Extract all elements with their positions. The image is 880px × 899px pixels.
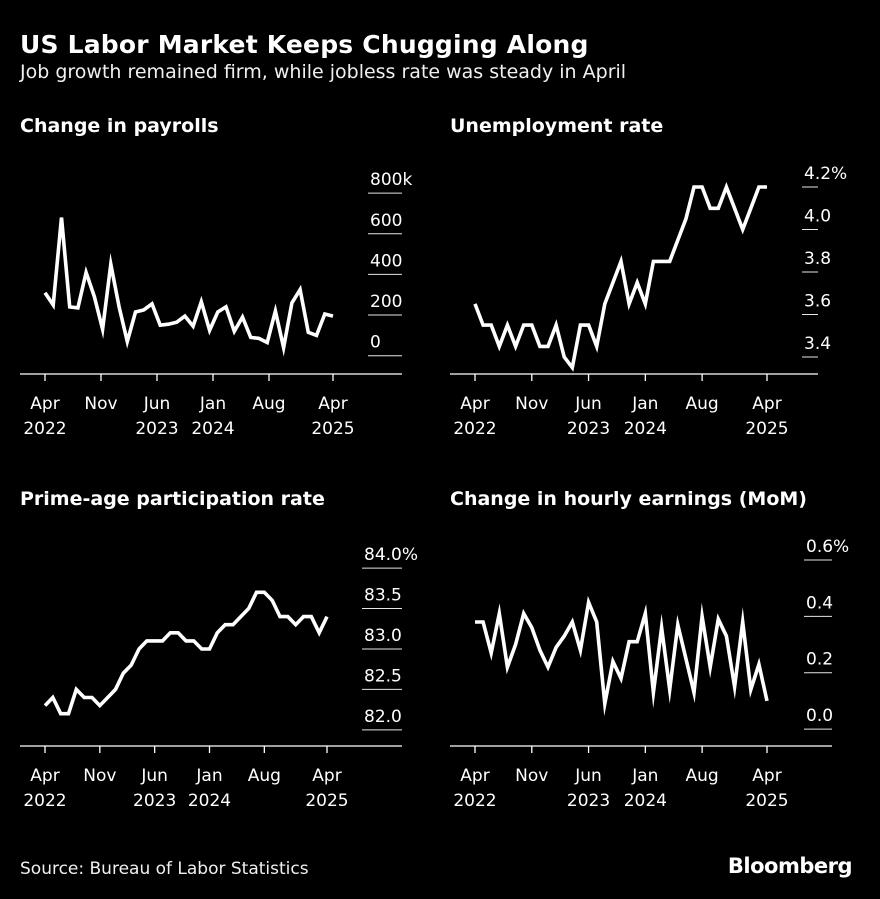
y-tick-label: 83.5 bbox=[364, 586, 402, 606]
y-tick-label: 0.2 bbox=[806, 650, 833, 670]
x-tick-label: Jun bbox=[574, 766, 602, 786]
y-tick-label: 200 bbox=[370, 292, 402, 312]
x-tick-label: Jun bbox=[143, 394, 171, 414]
y-tick-label: 4.0 bbox=[804, 207, 831, 227]
x-tick-label: Jan bbox=[631, 394, 658, 414]
x-tick-label: Apr bbox=[752, 394, 781, 414]
x-tick-label: Jun bbox=[140, 766, 168, 786]
x-tick-label: Aug bbox=[686, 394, 719, 414]
y-tick-label: 800k bbox=[370, 170, 412, 190]
series-line bbox=[473, 181, 767, 372]
panel-title-unemployment: Unemployment rate bbox=[450, 115, 664, 137]
x-tick-label: Nov bbox=[84, 394, 117, 414]
series-line bbox=[43, 217, 334, 357]
y-tick-label: 83.0 bbox=[364, 626, 402, 646]
x-tick-label: Nov bbox=[515, 766, 548, 786]
x-tick-label: Apr bbox=[460, 394, 489, 414]
x-tick-year-label: 2022 bbox=[23, 791, 66, 811]
bloomberg-logo: Bloomberg bbox=[727, 854, 853, 878]
y-tick-label: 0 bbox=[370, 333, 381, 353]
x-tick-label: Apr bbox=[318, 394, 347, 414]
x-tick-year-label: 2025 bbox=[745, 419, 788, 439]
y-tick-label: 82.5 bbox=[364, 666, 402, 686]
x-tick-year-label: 2025 bbox=[311, 419, 354, 439]
y-tick-label: 3.4 bbox=[804, 334, 831, 354]
y-tick-label: 400 bbox=[370, 251, 402, 271]
y-tick-label: 84.0% bbox=[364, 545, 418, 565]
x-tick-year-label: 2023 bbox=[567, 419, 610, 439]
x-tick-year-label: 2023 bbox=[133, 791, 176, 811]
x-tick-year-label: 2022 bbox=[453, 791, 496, 811]
x-tick-label: Jan bbox=[195, 766, 222, 786]
x-tick-year-label: 2024 bbox=[188, 791, 231, 811]
chart-subtitle: Job growth remained firm, while jobless … bbox=[20, 61, 627, 83]
x-tick-label: Aug bbox=[252, 394, 285, 414]
x-tick-label: Apr bbox=[752, 766, 781, 786]
x-tick-label: Jan bbox=[631, 766, 658, 786]
y-tick-label: 4.2% bbox=[804, 164, 847, 184]
y-tick-label: 0.0 bbox=[806, 706, 833, 726]
y-tick-label: 0.6% bbox=[806, 537, 849, 557]
chart-title: US Labor Market Keeps Chugging Along bbox=[20, 30, 589, 59]
x-tick-year-label: 2024 bbox=[624, 419, 667, 439]
x-tick-year-label: 2024 bbox=[624, 791, 667, 811]
panel-title-payrolls: Change in payrolls bbox=[20, 115, 219, 137]
y-tick-label: 0.4 bbox=[806, 593, 833, 613]
x-tick-label: Jun bbox=[574, 394, 602, 414]
panel-title-participation: Prime-age participation rate bbox=[20, 488, 325, 510]
x-tick-label: Aug bbox=[686, 766, 719, 786]
x-tick-year-label: 2025 bbox=[305, 791, 348, 811]
x-tick-year-label: 2022 bbox=[23, 419, 66, 439]
x-tick-year-label: 2023 bbox=[135, 419, 178, 439]
source-note: Source: Bureau of Labor Statistics bbox=[20, 859, 309, 879]
y-tick-label: 3.8 bbox=[804, 249, 831, 269]
y-tick-label: 3.6 bbox=[804, 292, 831, 312]
y-tick-label: 82.0 bbox=[364, 707, 402, 727]
x-tick-year-label: 2025 bbox=[745, 791, 788, 811]
y-tick-label: 600 bbox=[370, 211, 402, 231]
x-tick-label: Apr bbox=[460, 766, 489, 786]
x-tick-label: Nov bbox=[515, 394, 548, 414]
x-tick-label: Nov bbox=[83, 766, 116, 786]
x-tick-year-label: 2023 bbox=[567, 791, 610, 811]
x-tick-label: Apr bbox=[312, 766, 341, 786]
x-tick-label: Apr bbox=[30, 766, 59, 786]
x-tick-label: Jan bbox=[199, 394, 226, 414]
x-tick-year-label: 2022 bbox=[453, 419, 496, 439]
x-tick-label: Aug bbox=[248, 766, 281, 786]
series-line bbox=[475, 595, 769, 717]
x-tick-label: Apr bbox=[30, 394, 59, 414]
x-tick-year-label: 2024 bbox=[191, 419, 234, 439]
series-line bbox=[43, 590, 329, 716]
panel-title-earnings: Change in hourly earnings (MoM) bbox=[450, 488, 807, 510]
